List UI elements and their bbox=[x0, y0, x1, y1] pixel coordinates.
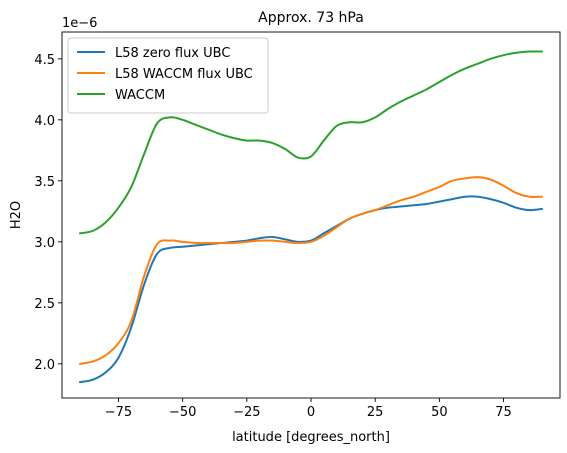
series-line-3 bbox=[78, 50, 544, 235]
x-tick-label: 25 bbox=[367, 405, 384, 420]
y-tick-label: 4.5 bbox=[34, 53, 55, 68]
x-tick-label: −25 bbox=[233, 405, 260, 420]
x-tick-label: −75 bbox=[105, 405, 132, 420]
series-line-2 bbox=[78, 176, 544, 365]
legend-box bbox=[67, 37, 269, 114]
x-axis: −75 −50 −25 0 25 50 75 bbox=[105, 398, 512, 420]
y-axis: 2.0 2.5 3.0 3.5 4.0 4.5 bbox=[34, 53, 62, 373]
legend-label: WACCM bbox=[115, 88, 165, 103]
x-tick-label: 0 bbox=[307, 405, 315, 420]
legend-label: L58 WACCM flux UBC bbox=[115, 67, 253, 82]
series-line-1 bbox=[78, 195, 544, 384]
chart-title: Approx. 73 hPa bbox=[258, 10, 364, 26]
legend: L58 zero flux UBC L58 WACCM flux UBC WACCM bbox=[67, 37, 269, 114]
series-layer bbox=[78, 50, 544, 384]
x-tick-label: 75 bbox=[495, 405, 512, 420]
x-axis-label: latitude [degrees_north] bbox=[232, 430, 390, 445]
y-tick-label: 3.0 bbox=[34, 236, 55, 251]
legend-label: L58 zero flux UBC bbox=[115, 46, 230, 61]
x-tick-label: −50 bbox=[169, 405, 196, 420]
y-tick-label: 2.5 bbox=[34, 297, 55, 312]
y-offset-label: 1e−6 bbox=[62, 16, 97, 31]
y-tick-label: 2.0 bbox=[34, 358, 55, 373]
y-tick-label: 3.5 bbox=[34, 175, 55, 190]
y-tick-label: 4.0 bbox=[34, 114, 55, 129]
y-axis-label: H2O bbox=[9, 201, 24, 229]
x-tick-label: 50 bbox=[431, 405, 448, 420]
